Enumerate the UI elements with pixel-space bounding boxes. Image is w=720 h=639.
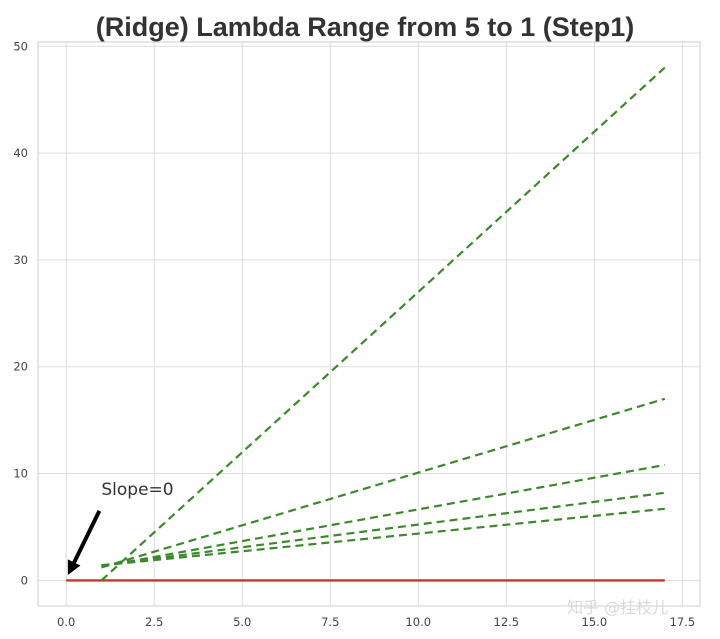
plot-area: 0.0 2.5 5.0 7.5 10.0 12.5 15.0 17.5 0 10 20 30 40 50 S… — [13, 39, 701, 629]
x-tick-label: 12.5 — [494, 615, 520, 629]
y-tick-label: 30 — [13, 253, 28, 267]
watermark: 知乎 @挂枝儿 — [567, 598, 668, 617]
x-tick-label: 2.5 — [145, 615, 163, 629]
x-tick-label: 15.0 — [582, 615, 608, 629]
y-tick-label: 0 — [21, 573, 28, 587]
annotation-arrow-shaft — [72, 510, 102, 564]
y-tick-label: 50 — [13, 39, 28, 53]
x-tick-label: 0.0 — [57, 615, 75, 629]
chart-title: (Ridge) Lambda Range from 5 to 1 (Step1) — [96, 12, 635, 42]
ridge-line-1 — [100, 66, 666, 582]
x-tick-label: 7.5 — [321, 615, 339, 629]
y-tick-label: 40 — [13, 146, 28, 160]
x-tick-label: 17.5 — [670, 615, 696, 629]
y-tick-label: 10 — [13, 467, 28, 481]
annotation-arrow-head — [67, 559, 81, 575]
plot-frame — [37, 41, 701, 607]
ridge-line-3 — [101, 463, 665, 568]
ridge-line-5 — [101, 507, 665, 567]
ridge-line-4 — [101, 491, 665, 567]
x-tick-label: 10.0 — [405, 615, 431, 629]
plot-background — [38, 42, 700, 606]
y-tick-label: 20 — [13, 360, 28, 374]
ridge-line-2 — [101, 397, 666, 569]
x-tick-label: 5.0 — [233, 615, 251, 629]
annotation-label: Slope=0 — [101, 480, 173, 500]
